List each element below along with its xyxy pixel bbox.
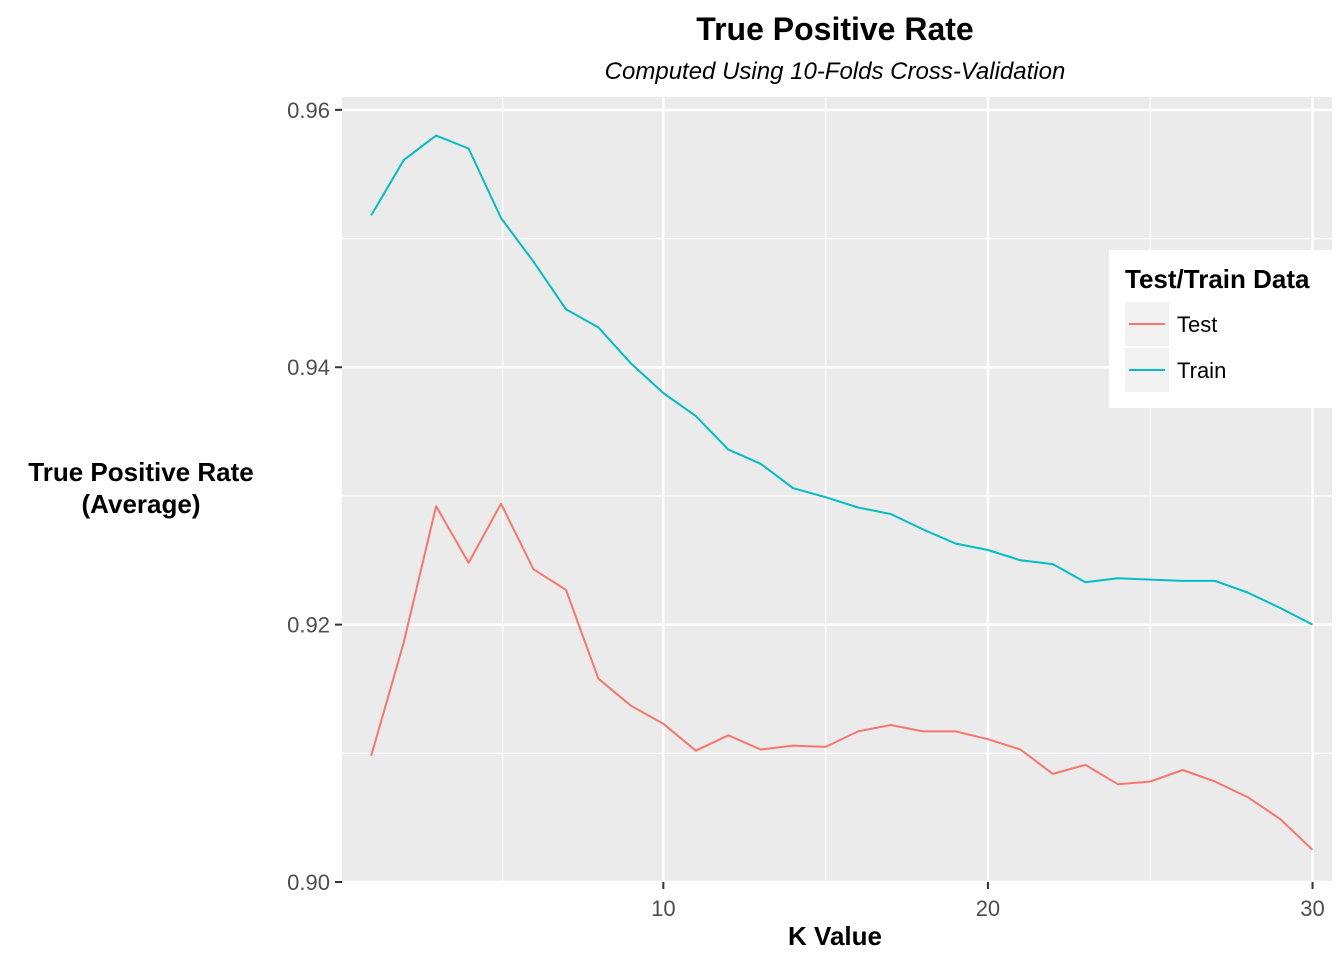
legend: Test/Train Data Test Train [1109, 250, 1344, 408]
chart-title: True Positive Rate [696, 11, 973, 47]
legend-label-train: Train [1177, 358, 1226, 383]
x-axis-title: K Value [788, 921, 882, 951]
series-line-train [370, 134, 1313, 626]
legend-title: Test/Train Data [1125, 264, 1310, 294]
x-tick-label: 20 [976, 896, 1000, 921]
minor-gridlines [342, 97, 1332, 882]
y-axis-title-line1: True Positive Rate [28, 457, 253, 487]
x-tick-label: 10 [651, 896, 675, 921]
chart-subtitle: Computed Using 10-Folds Cross-Validation [605, 58, 1066, 85]
x-axis: 10 20 30 [651, 882, 1325, 921]
y-tick-label: 0.90 [287, 870, 330, 895]
y-tick-label: 0.96 [287, 98, 330, 123]
legend-label-test: Test [1177, 312, 1217, 337]
y-axis-title-line2: (Average) [82, 489, 201, 519]
series-lines [370, 134, 1314, 851]
plot-panel [342, 97, 1332, 882]
y-tick-label: 0.94 [287, 355, 330, 380]
y-axis: 0.90 0.92 0.94 0.96 [287, 98, 342, 895]
x-tick-label: 30 [1300, 896, 1324, 921]
series-line-test [370, 502, 1314, 851]
y-tick-label: 0.92 [287, 613, 330, 638]
